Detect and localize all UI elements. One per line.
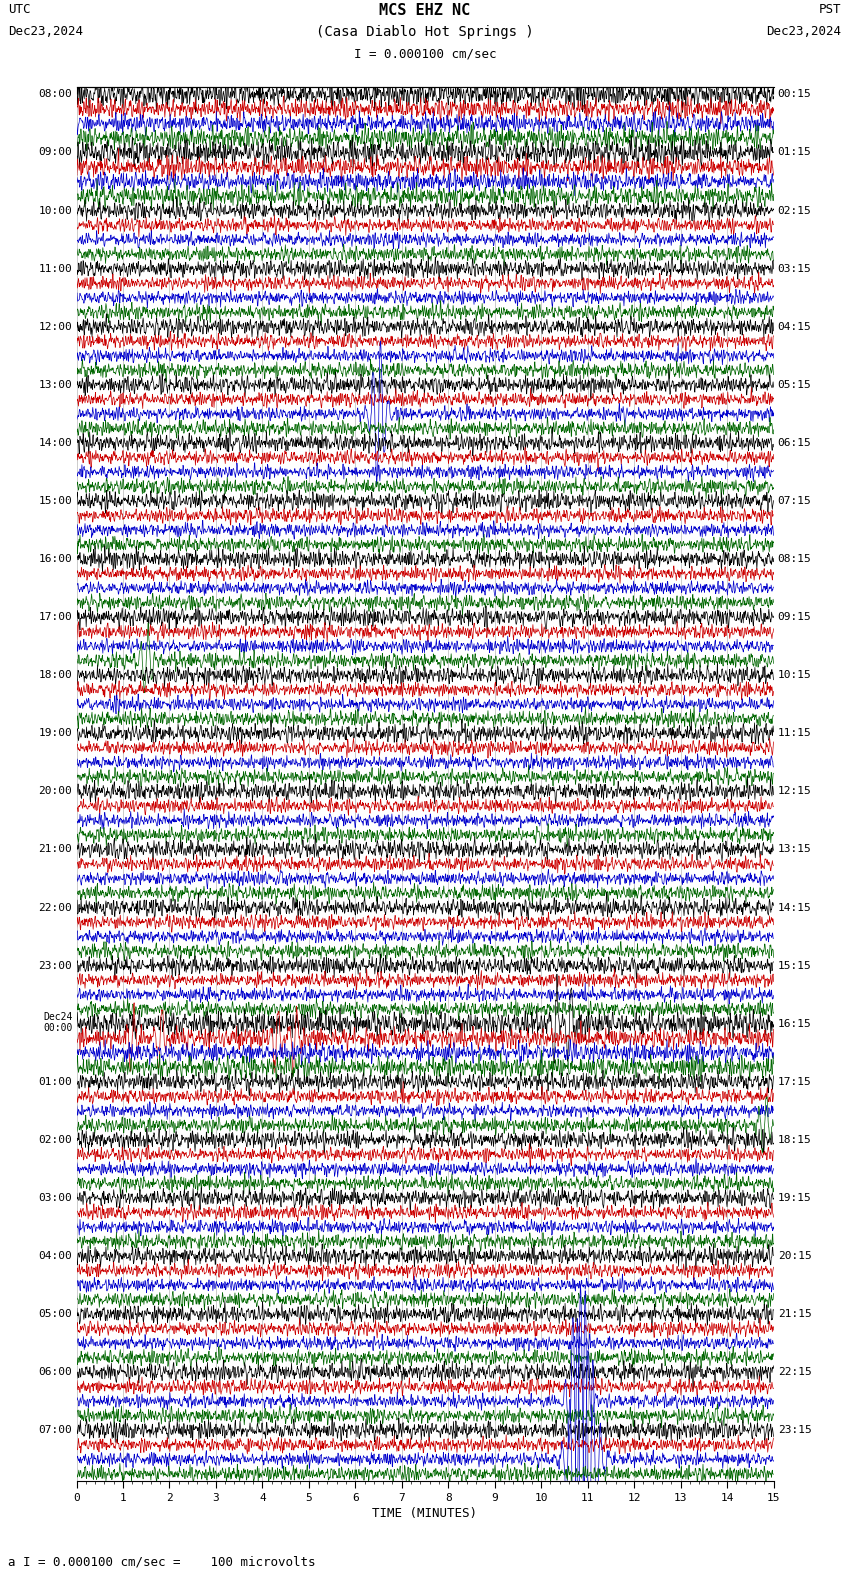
Text: 15:15: 15:15: [778, 960, 812, 971]
Text: 17:00: 17:00: [38, 611, 72, 623]
Text: 10:15: 10:15: [778, 670, 812, 680]
Text: Dec23,2024: Dec23,2024: [767, 25, 842, 38]
Text: 03:00: 03:00: [38, 1193, 72, 1202]
Text: 13:15: 13:15: [778, 844, 812, 854]
Text: 10:00: 10:00: [38, 206, 72, 215]
Text: 21:00: 21:00: [38, 844, 72, 854]
Text: I = 0.000100 cm/sec: I = 0.000100 cm/sec: [354, 48, 496, 60]
X-axis label: TIME (MINUTES): TIME (MINUTES): [372, 1506, 478, 1521]
Text: 09:15: 09:15: [778, 611, 812, 623]
Text: 16:00: 16:00: [38, 554, 72, 564]
Text: 04:00: 04:00: [38, 1251, 72, 1261]
Text: a I = 0.000100 cm/sec =    100 microvolts: a I = 0.000100 cm/sec = 100 microvolts: [8, 1555, 316, 1568]
Text: 07:00: 07:00: [38, 1426, 72, 1435]
Text: 12:15: 12:15: [778, 786, 812, 797]
Text: Dec23,2024: Dec23,2024: [8, 25, 83, 38]
Text: 11:00: 11:00: [38, 263, 72, 274]
Text: 18:15: 18:15: [778, 1134, 812, 1145]
Text: Dec24: Dec24: [42, 1012, 72, 1022]
Text: 06:00: 06:00: [38, 1367, 72, 1376]
Text: UTC: UTC: [8, 3, 31, 16]
Text: 08:00: 08:00: [38, 89, 72, 100]
Text: 23:15: 23:15: [778, 1426, 812, 1435]
Text: 01:00: 01:00: [38, 1077, 72, 1087]
Text: 06:15: 06:15: [778, 437, 812, 448]
Text: 02:15: 02:15: [778, 206, 812, 215]
Text: 05:00: 05:00: [38, 1308, 72, 1319]
Text: 02:00: 02:00: [38, 1134, 72, 1145]
Text: 08:15: 08:15: [778, 554, 812, 564]
Text: (Casa Diablo Hot Springs ): (Casa Diablo Hot Springs ): [316, 25, 534, 40]
Text: 05:15: 05:15: [778, 380, 812, 390]
Text: 16:15: 16:15: [778, 1019, 812, 1028]
Text: 22:15: 22:15: [778, 1367, 812, 1376]
Text: 21:15: 21:15: [778, 1308, 812, 1319]
Text: 19:00: 19:00: [38, 729, 72, 738]
Text: 01:15: 01:15: [778, 147, 812, 157]
Text: 18:00: 18:00: [38, 670, 72, 680]
Text: 00:15: 00:15: [778, 89, 812, 100]
Text: 00:00: 00:00: [42, 1023, 72, 1033]
Text: 04:15: 04:15: [778, 322, 812, 331]
Text: MCS EHZ NC: MCS EHZ NC: [379, 3, 471, 17]
Text: 17:15: 17:15: [778, 1077, 812, 1087]
Text: 14:15: 14:15: [778, 903, 812, 912]
Text: 19:15: 19:15: [778, 1193, 812, 1202]
Text: 07:15: 07:15: [778, 496, 812, 505]
Text: 13:00: 13:00: [38, 380, 72, 390]
Text: 20:15: 20:15: [778, 1251, 812, 1261]
Text: 03:15: 03:15: [778, 263, 812, 274]
Text: PST: PST: [819, 3, 842, 16]
Text: 23:00: 23:00: [38, 960, 72, 971]
Text: 20:00: 20:00: [38, 786, 72, 797]
Text: 14:00: 14:00: [38, 437, 72, 448]
Text: 22:00: 22:00: [38, 903, 72, 912]
Text: 11:15: 11:15: [778, 729, 812, 738]
Text: 15:00: 15:00: [38, 496, 72, 505]
Text: 09:00: 09:00: [38, 147, 72, 157]
Text: 12:00: 12:00: [38, 322, 72, 331]
